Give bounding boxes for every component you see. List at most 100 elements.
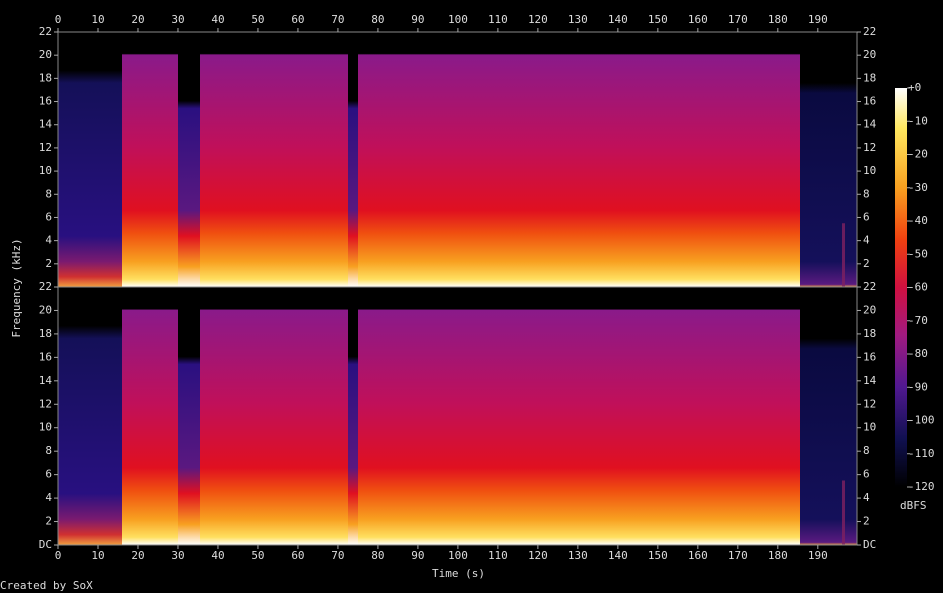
x-tick-label: 100 — [448, 13, 468, 26]
spectrogram-region — [358, 32, 800, 287]
x-tick-label: 180 — [768, 549, 788, 562]
colorbar-tick-label: +0 — [908, 81, 921, 94]
x-tick-label: 90 — [411, 13, 424, 26]
y-tick-label-right: 2 — [863, 515, 870, 528]
y-tick-label-right: 16 — [863, 95, 876, 108]
colorbar-title: dBFS — [900, 499, 927, 512]
y-tick-label-right: 22 — [863, 280, 876, 293]
x-tick-label: 50 — [251, 13, 264, 26]
y-tick-label: 18 — [39, 327, 52, 340]
loud-strip — [842, 480, 845, 545]
spectrogram-region — [348, 287, 358, 545]
footer: Created by SoX — [0, 579, 93, 592]
spectrogram-region — [818, 32, 857, 287]
spectrogram-region — [800, 32, 818, 287]
x-tick-label: 70 — [331, 549, 344, 562]
x-tick-label: 170 — [728, 549, 748, 562]
x-tick-label: 130 — [568, 549, 588, 562]
y-tick-label: 6 — [45, 468, 52, 481]
x-tick-label: 40 — [211, 549, 224, 562]
x-tick-label: 10 — [91, 13, 104, 26]
y-tick-label-right: 20 — [863, 303, 876, 316]
y-tick-label: 8 — [45, 187, 52, 200]
x-tick-label: 10 — [91, 549, 104, 562]
colorbar-tick-label: -100 — [908, 414, 935, 427]
y-tick-label-right: 6 — [863, 468, 870, 481]
x-tick-label: 20 — [131, 13, 144, 26]
y-tick-label: 22 — [39, 25, 52, 38]
y-tick-label-right: 10 — [863, 164, 876, 177]
y-tick-label-right: 18 — [863, 71, 876, 84]
y-tick-label-right: 4 — [863, 491, 870, 504]
x-tick-label: 30 — [171, 13, 184, 26]
colorbar — [895, 88, 907, 487]
y-tick-label-right: 14 — [863, 374, 877, 387]
x-tick-label: 190 — [808, 549, 828, 562]
colorbar-tick-label: -10 — [908, 114, 928, 127]
y-tick-label: 16 — [39, 95, 52, 108]
y-tick-label: 16 — [39, 350, 52, 363]
y-axis-title: Frequency (kHz) — [10, 238, 23, 337]
x-tick-label: 0 — [55, 13, 62, 26]
colorbar-tick-label: -80 — [908, 347, 928, 360]
y-tick-label-right: DC — [863, 538, 876, 551]
y-tick-label: 12 — [39, 141, 52, 154]
colorbar-tick-label: -110 — [908, 447, 935, 460]
x-tick-label: 180 — [768, 13, 788, 26]
x-tick-label: 0 — [55, 549, 62, 562]
colorbar-tick-label: -90 — [908, 380, 928, 393]
y-tick-label: 8 — [45, 444, 52, 457]
x-tick-label: 120 — [528, 13, 548, 26]
x-tick-label: 50 — [251, 549, 264, 562]
y-tick-label-right: 10 — [863, 421, 876, 434]
x-tick-label: 140 — [608, 549, 628, 562]
x-tick-label: 190 — [808, 13, 828, 26]
y-tick-label: 20 — [39, 303, 52, 316]
x-tick-label: 150 — [648, 13, 668, 26]
x-tick-label: 170 — [728, 13, 748, 26]
x-tick-label: 70 — [331, 13, 344, 26]
y-tick-label: DC — [39, 538, 52, 551]
y-tick-label: 4 — [45, 491, 52, 504]
x-tick-label: 140 — [608, 13, 628, 26]
x-tick-label: 30 — [171, 549, 184, 562]
spectrogram-region — [122, 287, 178, 545]
y-tick-label-right: 12 — [863, 141, 876, 154]
y-tick-label: 6 — [45, 210, 52, 223]
y-tick-label-right: 2 — [863, 257, 870, 270]
y-tick-label-right: 14 — [863, 118, 877, 131]
colorbar-tick-label: -60 — [908, 281, 928, 294]
y-tick-label: 14 — [39, 374, 53, 387]
y-tick-label-right: 22 — [863, 25, 876, 38]
y-tick-label-right: 8 — [863, 187, 870, 200]
x-tick-label: 60 — [291, 13, 304, 26]
colorbar-tick-label: -120 — [908, 480, 935, 493]
y-tick-label: 22 — [39, 280, 52, 293]
spectrogram-region — [800, 287, 818, 545]
colorbar-tick-label: -20 — [908, 148, 928, 161]
colorbar-tick-label: -40 — [908, 214, 928, 227]
y-tick-label-right: 8 — [863, 444, 870, 457]
spectrogram-region — [348, 32, 358, 287]
colorbar-tick-label: -50 — [908, 247, 928, 260]
x-tick-label: 80 — [371, 13, 384, 26]
spectrogram-region — [58, 287, 122, 545]
x-tick-label: 150 — [648, 549, 668, 562]
y-tick-label: 10 — [39, 421, 52, 434]
y-tick-label-right: 12 — [863, 397, 876, 410]
spectrogram-panels — [58, 32, 857, 545]
spectrogram-region — [178, 32, 200, 287]
x-axis-title: Time (s) — [432, 567, 485, 580]
x-tick-label: 120 — [528, 549, 548, 562]
x-tick-label: 20 — [131, 549, 144, 562]
x-tick-label: 130 — [568, 13, 588, 26]
x-tick-label: 160 — [688, 549, 708, 562]
spectrogram-region — [818, 287, 857, 545]
y-tick-label: 14 — [39, 118, 53, 131]
spectrogram-region — [358, 287, 800, 545]
x-tick-label: 80 — [371, 549, 384, 562]
y-tick-label-right: 4 — [863, 234, 870, 247]
y-tick-label: 10 — [39, 164, 52, 177]
